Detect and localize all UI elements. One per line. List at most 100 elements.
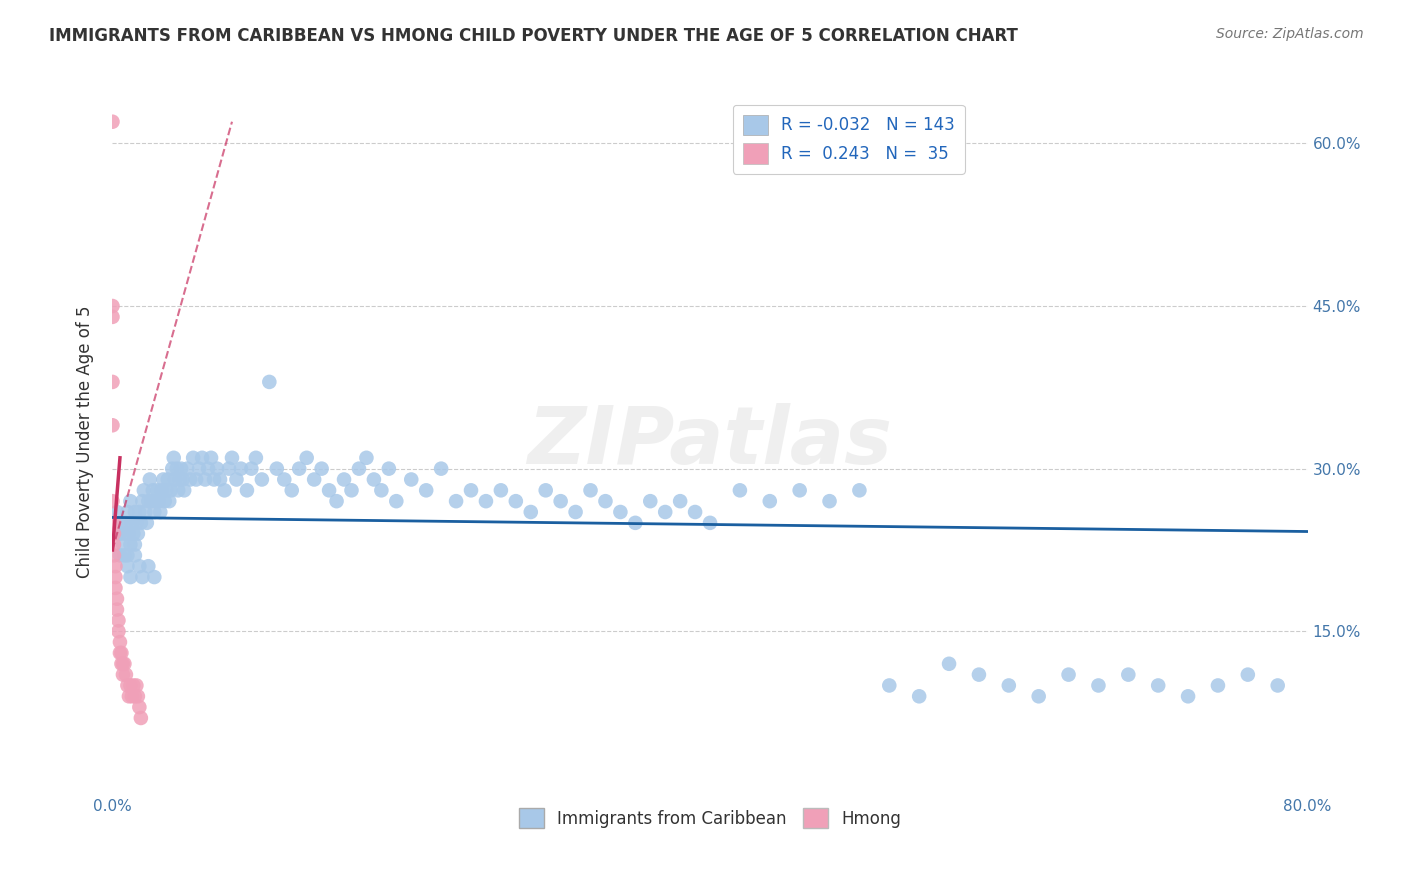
Point <box>225 473 247 487</box>
Point <box>101 375 124 389</box>
Point <box>356 450 378 465</box>
Point <box>236 483 259 498</box>
Point <box>401 473 423 487</box>
Point <box>181 450 204 465</box>
Point <box>103 516 125 530</box>
Point <box>101 114 124 128</box>
Point <box>162 461 183 475</box>
Point <box>115 667 138 681</box>
Legend: Immigrants from Caribbean, Hmong: Immigrants from Caribbean, Hmong <box>512 801 908 835</box>
Text: Source: ZipAtlas.com: Source: ZipAtlas.com <box>1216 27 1364 41</box>
Point <box>141 494 163 508</box>
Point <box>146 483 169 498</box>
Point <box>1237 667 1260 681</box>
Point <box>121 516 143 530</box>
Point <box>848 483 870 498</box>
Point <box>1087 678 1109 692</box>
Point <box>475 494 498 508</box>
Point <box>128 505 150 519</box>
Point <box>117 505 139 519</box>
Point <box>318 483 340 498</box>
Point <box>101 310 124 324</box>
Point <box>325 494 347 508</box>
Point <box>103 526 125 541</box>
Point <box>110 646 132 660</box>
Point <box>124 537 146 551</box>
Point <box>117 559 139 574</box>
Point <box>534 483 557 498</box>
Point <box>108 635 131 649</box>
Point <box>624 516 647 530</box>
Point <box>1177 690 1199 704</box>
Point <box>108 526 131 541</box>
Point <box>818 494 841 508</box>
Point <box>609 505 631 519</box>
Point <box>683 505 706 519</box>
Point <box>124 549 146 563</box>
Point <box>194 473 217 487</box>
Point <box>127 526 149 541</box>
Point <box>114 526 135 541</box>
Point <box>111 667 134 681</box>
Point <box>200 450 222 465</box>
Point <box>131 494 153 508</box>
Point <box>728 483 751 498</box>
Point <box>166 461 188 475</box>
Point <box>295 450 318 465</box>
Point <box>122 526 145 541</box>
Point <box>564 505 586 519</box>
Point <box>120 494 142 508</box>
Point <box>131 570 153 584</box>
Point <box>176 461 198 475</box>
Point <box>259 375 281 389</box>
Point <box>129 516 152 530</box>
Point <box>311 461 333 475</box>
Point <box>288 461 311 475</box>
Point <box>186 473 208 487</box>
Point <box>124 505 146 519</box>
Point <box>654 505 676 519</box>
Point <box>110 657 132 671</box>
Point <box>967 667 990 681</box>
Point <box>157 494 180 508</box>
Point <box>155 483 177 498</box>
Point <box>595 494 617 508</box>
Point <box>165 473 187 487</box>
Point <box>105 591 128 606</box>
Point <box>188 461 211 475</box>
Point <box>128 700 150 714</box>
Point <box>333 473 356 487</box>
Point <box>550 494 572 508</box>
Point <box>120 537 142 551</box>
Point <box>273 473 295 487</box>
Point <box>143 505 166 519</box>
Point <box>115 516 138 530</box>
Point <box>118 690 141 704</box>
Point <box>938 657 960 671</box>
Point <box>152 473 174 487</box>
Point <box>132 483 155 498</box>
Point <box>104 581 127 595</box>
Point <box>505 494 527 508</box>
Point <box>153 494 176 508</box>
Point <box>121 690 143 704</box>
Point <box>197 461 219 475</box>
Point <box>520 505 543 519</box>
Point <box>159 483 181 498</box>
Point <box>699 516 721 530</box>
Point <box>139 473 162 487</box>
Point <box>430 461 453 475</box>
Point <box>142 483 165 498</box>
Point <box>101 494 124 508</box>
Point <box>104 570 127 584</box>
Point <box>110 516 132 530</box>
Point <box>156 473 179 487</box>
Point <box>347 461 370 475</box>
Point <box>378 461 401 475</box>
Point <box>148 494 170 508</box>
Point <box>107 624 129 639</box>
Point <box>107 614 129 628</box>
Point <box>118 526 141 541</box>
Point <box>229 461 252 475</box>
Point <box>460 483 482 498</box>
